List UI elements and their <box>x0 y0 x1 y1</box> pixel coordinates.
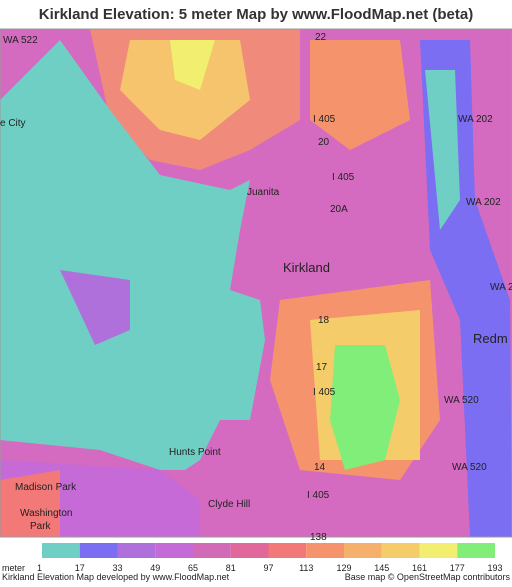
map-label: WA 520 <box>444 395 479 406</box>
map-label: e City <box>0 118 26 129</box>
map-label: 20 <box>318 137 330 148</box>
map-label: Madison Park <box>15 482 77 493</box>
map-label: Washington <box>20 508 72 519</box>
map-label: 14 <box>314 462 326 473</box>
title: Kirkland Elevation: 5 meter Map by www.F… <box>39 6 474 23</box>
legend-value: 65 <box>188 563 198 573</box>
legend-swatch <box>344 543 382 558</box>
legend-swatch <box>381 543 420 558</box>
legend-value: 129 <box>336 563 351 573</box>
legend-value: 17 <box>75 563 85 573</box>
legend-swatch <box>42 543 80 558</box>
legend-value: 161 <box>412 563 427 573</box>
legend-swatch <box>268 543 307 558</box>
footer-right: Base map © OpenStreetMap contributors <box>345 572 511 582</box>
legend-unit: meter <box>2 563 25 573</box>
map-label: 20A <box>330 204 348 215</box>
legend-value: 113 <box>299 563 313 573</box>
map-label: 22 <box>315 32 327 43</box>
map-label: 138 <box>310 532 327 543</box>
map-label: Clyde Hill <box>208 499 250 510</box>
legend-swatch <box>457 543 495 558</box>
legend-swatch <box>419 543 458 558</box>
map-label: I 405 <box>332 172 355 183</box>
map-label: Juanita <box>247 187 280 198</box>
legend-swatch <box>117 543 156 558</box>
map-label: WA 520 <box>452 462 487 473</box>
legend-swatch <box>230 543 269 558</box>
map-label: 17 <box>316 362 328 373</box>
legend-swatch <box>155 543 193 558</box>
legend: 1 17 33 49 65 81 97 113 129 145 161 177 193 <box>37 543 503 573</box>
legend-value: 145 <box>374 563 389 573</box>
map-label: Kirkland <box>283 260 330 275</box>
legend-swatch <box>79 543 118 558</box>
map: WA 522 22 I 405 WA 202 e City 20 I 405 J… <box>0 28 512 543</box>
map-label: Hunts Point <box>169 447 221 458</box>
map-label: WA 522 <box>3 35 38 46</box>
map-label: WA 202 <box>458 114 493 125</box>
legend-value: 177 <box>450 563 465 573</box>
legend-value: 97 <box>263 563 273 573</box>
legend-value: 1 <box>37 563 42 573</box>
map-label: I 405 <box>313 114 336 125</box>
map-label: 18 <box>318 315 330 326</box>
footer-left: Kirkland Elevation Map developed by www.… <box>2 572 230 582</box>
map-label: Park <box>30 521 52 532</box>
legend-value: 193 <box>487 563 502 573</box>
map-label: WA 202 <box>466 197 501 208</box>
legend-value: 33 <box>112 563 122 573</box>
legend-swatch <box>193 543 231 558</box>
legend-value: 49 <box>150 563 160 573</box>
map-label: I 405 <box>307 490 330 501</box>
legend-value: 81 <box>226 563 236 573</box>
map-label: Redm <box>473 331 508 346</box>
map-label: WA 2 <box>490 282 512 293</box>
map-label: I 405 <box>313 387 336 398</box>
legend-swatch <box>306 543 344 558</box>
